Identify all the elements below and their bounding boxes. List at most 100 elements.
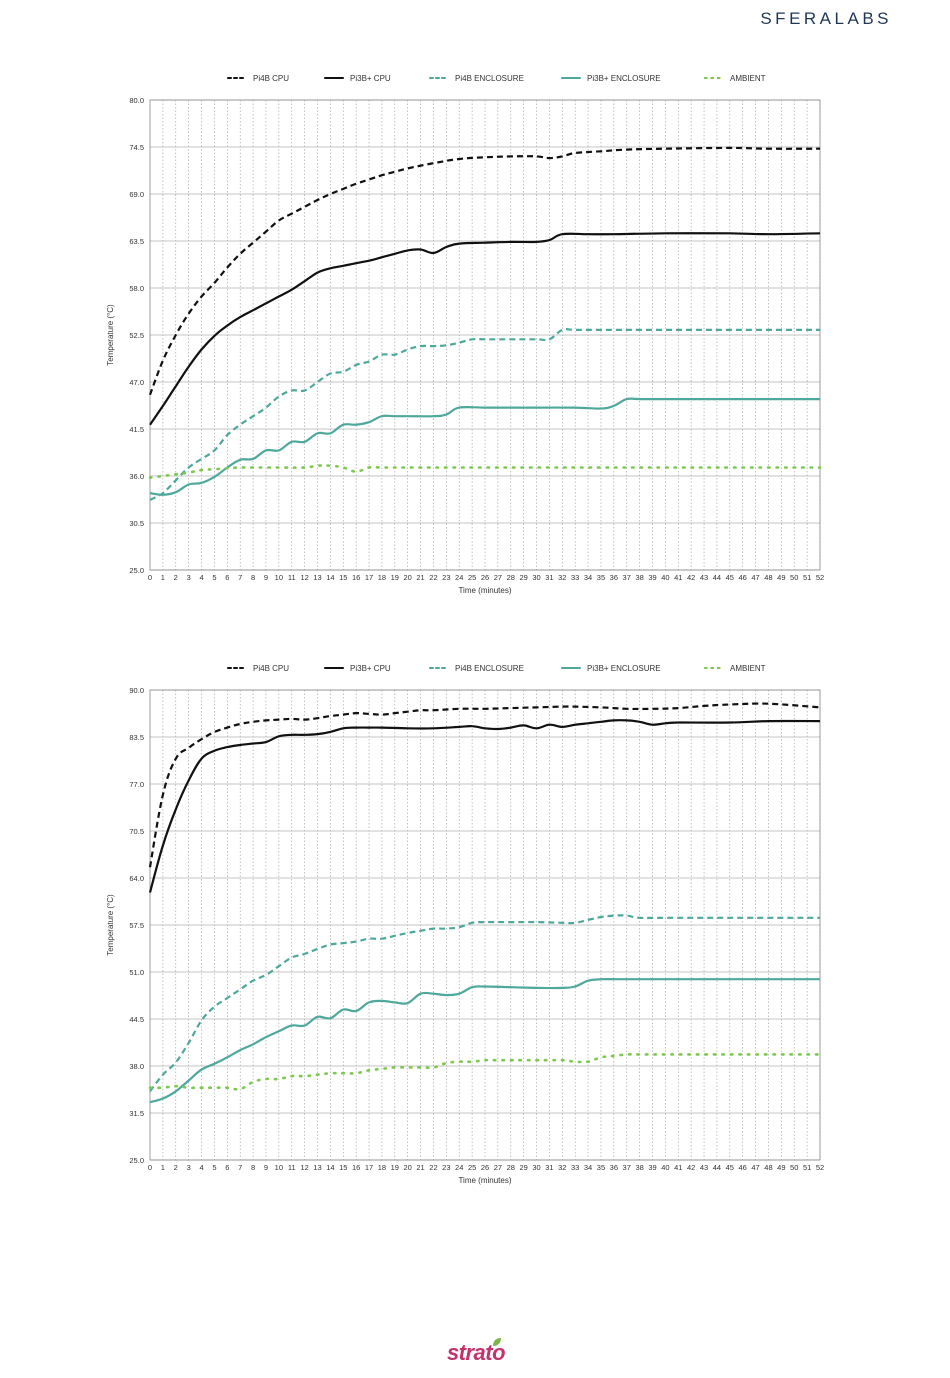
legend-label: Pi4B ENCLOSURE [455, 74, 524, 83]
y-tick-label: 83.5 [129, 733, 144, 742]
x-tick-label: 36 [610, 1163, 618, 1172]
x-tick-label: 50 [790, 1163, 798, 1172]
x-tick-label: 27 [494, 1163, 502, 1172]
x-tick-label: 26 [481, 1163, 489, 1172]
crescent-moon-icon [735, 12, 753, 29]
x-tick-label: 13 [313, 1163, 321, 1172]
plot-frame [149, 689, 821, 1161]
x-tick-label: 6 [225, 1163, 229, 1172]
series-line-pi3b-cpu [148, 719, 821, 893]
x-tick-label: 43 [700, 1163, 708, 1172]
x-tick-label: 40 [661, 1163, 669, 1172]
x-tick-label: 4 [199, 1163, 203, 1172]
x-tick-label: 7 [238, 1163, 242, 1172]
x-tick-label: 5 [212, 573, 216, 582]
x-tick-label: 24 [455, 1163, 463, 1172]
x-tick-label: 44 [713, 1163, 721, 1172]
y-tick-label: 47.0 [129, 378, 144, 387]
x-tick-label: 45 [726, 573, 734, 582]
y-tick-label: 57.5 [129, 921, 144, 930]
chart-legend: Pi4B CPU Pi3B+ CPU Pi4B ENCLOSURE Pi3B+ ENC… [227, 664, 766, 673]
x-tick-label: 51 [803, 573, 811, 582]
grid [150, 689, 821, 1161]
x-tick-label: 38 [635, 1163, 643, 1172]
x-tick-label: 31 [545, 573, 553, 582]
series-line-ambient [148, 464, 822, 479]
x-tick-label: 46 [739, 1163, 747, 1172]
x-tick-label: 37 [623, 1163, 631, 1172]
y-tick-label: 52.5 [129, 331, 144, 340]
x-tick-label: 23 [442, 573, 450, 582]
x-tick-label: 31 [545, 1163, 553, 1172]
x-tick-label: 47 [751, 1163, 759, 1172]
x-tick-label: 0 [148, 573, 152, 582]
x-tick-label: 5 [212, 1163, 216, 1172]
legend-label: Pi4B ENCLOSURE [455, 664, 524, 673]
x-tick-label: 46 [739, 573, 747, 582]
x-tick-label: 3 [187, 573, 191, 582]
x-tick-label: 21 [416, 1163, 424, 1172]
x-tick-label: 2 [174, 573, 178, 582]
legend-label: Pi3B+ ENCLOSURE [587, 664, 661, 673]
y-tick-label: 74.5 [129, 143, 144, 152]
y-tick-label: 38.0 [129, 1062, 144, 1071]
x-tick-label: 39 [648, 1163, 656, 1172]
x-tick-label: 41 [674, 573, 682, 582]
y-tick-label: 58.0 [129, 284, 144, 293]
x-tick-label: 27 [494, 573, 502, 582]
x-tick-label: 50 [790, 573, 798, 582]
y-tick-label: 31.5 [129, 1109, 144, 1118]
y-tick-label: 41.5 [129, 425, 144, 434]
x-tick-label: 35 [597, 1163, 605, 1172]
x-tick-label: 39 [648, 573, 656, 582]
x-tick-label: 25 [468, 1163, 476, 1172]
x-tick-label: 8 [251, 573, 255, 582]
x-tick-label: 7 [238, 573, 242, 582]
x-tick-label: 37 [623, 573, 631, 582]
x-tick-label: 42 [687, 1163, 695, 1172]
temperature-chart-1: Pi4B CPU Pi3B+ CPU Pi4B ENCLOSURE Pi3B+ ENC… [100, 65, 840, 600]
series-line-ambient [148, 1053, 822, 1091]
y-tick-label: 90.0 [129, 686, 144, 695]
y-axis-label: Temperature (°C) [106, 304, 115, 366]
chart-svg: Pi4B CPU Pi3B+ CPU Pi4B ENCLOSURE Pi3B+ ENC… [106, 664, 824, 1185]
x-tick-label: 28 [507, 573, 515, 582]
y-tick-label: 44.5 [129, 1015, 144, 1024]
x-tick-label: 10 [275, 1163, 283, 1172]
x-tick-label: 1 [161, 573, 165, 582]
plot-frame [149, 99, 821, 571]
x-tick-label: 23 [442, 1163, 450, 1172]
x-tick-label: 32 [558, 1163, 566, 1172]
x-tick-label: 30 [532, 573, 540, 582]
x-tick-label: 10 [275, 573, 283, 582]
y-tick-label: 69.0 [129, 190, 144, 199]
series-line-pi4b-cpu [148, 702, 821, 868]
x-tick-label: 20 [404, 1163, 412, 1172]
x-tick-label: 32 [558, 573, 566, 582]
x-tick-label: 6 [225, 573, 229, 582]
x-tick-label: 12 [300, 573, 308, 582]
x-tick-label: 40 [661, 573, 669, 582]
x-tick-label: 15 [339, 1163, 347, 1172]
x-tick-label: 26 [481, 573, 489, 582]
x-tick-label: 20 [404, 573, 412, 582]
brand-logo: SFERALABS [734, 8, 892, 30]
legend-label: Pi4B CPU [253, 664, 289, 673]
x-tick-label: 15 [339, 573, 347, 582]
x-tick-label: 1 [161, 1163, 165, 1172]
x-tick-label: 17 [365, 1163, 373, 1172]
x-tick-label: 34 [584, 573, 592, 582]
x-tick-label: 41 [674, 1163, 682, 1172]
x-tick-label: 19 [391, 573, 399, 582]
x-tick-label: 17 [365, 573, 373, 582]
x-tick-label: 34 [584, 1163, 592, 1172]
x-tick-label: 13 [313, 573, 321, 582]
series-line-pi4b-cpu [148, 146, 821, 396]
x-tick-label: 52 [816, 573, 824, 582]
x-tick-label: 16 [352, 573, 360, 582]
x-tick-label: 16 [352, 1163, 360, 1172]
x-tick-label: 33 [571, 1163, 579, 1172]
legend-label: AMBIENT [730, 664, 766, 673]
legend-label: Pi4B CPU [253, 74, 289, 83]
y-tick-label: 70.5 [129, 827, 144, 836]
